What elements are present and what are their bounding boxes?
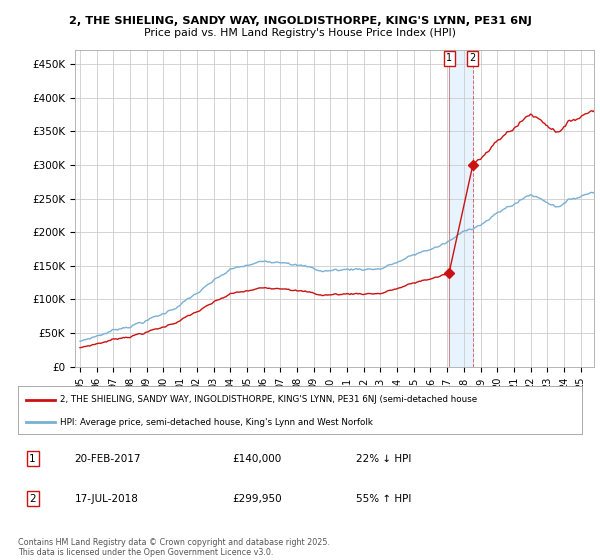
Text: Contains HM Land Registry data © Crown copyright and database right 2025.
This d: Contains HM Land Registry data © Crown c… (18, 538, 330, 557)
Text: 1: 1 (446, 53, 452, 63)
Text: 2: 2 (470, 53, 476, 63)
Text: 17-JUL-2018: 17-JUL-2018 (74, 493, 138, 503)
Text: HPI: Average price, semi-detached house, King's Lynn and West Norfolk: HPI: Average price, semi-detached house,… (60, 418, 373, 427)
Text: 20-FEB-2017: 20-FEB-2017 (74, 454, 141, 464)
Bar (449, 50, 473, 367)
Text: £140,000: £140,000 (232, 454, 281, 464)
Text: £299,950: £299,950 (232, 493, 282, 503)
Text: 2: 2 (29, 493, 36, 503)
Text: 55% ↑ HPI: 55% ↑ HPI (356, 493, 412, 503)
Text: 22% ↓ HPI: 22% ↓ HPI (356, 454, 412, 464)
Text: 1: 1 (29, 454, 36, 464)
Text: 2, THE SHIELING, SANDY WAY, INGOLDISTHORPE, KING'S LYNN, PE31 6NJ (semi-detached: 2, THE SHIELING, SANDY WAY, INGOLDISTHOR… (60, 395, 478, 404)
Text: 2, THE SHIELING, SANDY WAY, INGOLDISTHORPE, KING'S LYNN, PE31 6NJ: 2, THE SHIELING, SANDY WAY, INGOLDISTHOR… (68, 16, 532, 26)
Text: Price paid vs. HM Land Registry's House Price Index (HPI): Price paid vs. HM Land Registry's House … (144, 28, 456, 38)
